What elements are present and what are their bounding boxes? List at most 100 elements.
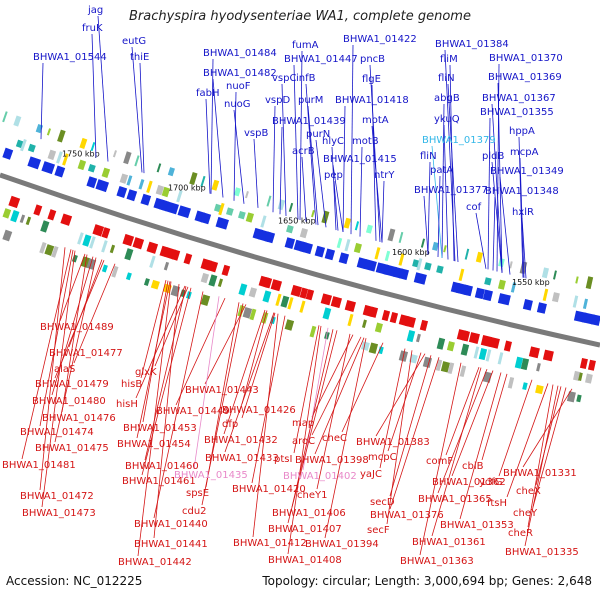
feature-block <box>343 217 352 229</box>
forward-gene-label: motB <box>352 136 379 147</box>
reverse-gene-label: cheX <box>516 486 541 497</box>
reverse-connector <box>535 386 562 486</box>
feature-block <box>39 241 47 254</box>
feature-block <box>280 295 290 308</box>
feature-block <box>510 282 517 293</box>
feature-block <box>522 382 528 390</box>
feature-block <box>41 161 56 175</box>
feature-block <box>86 176 98 189</box>
forward-connector <box>475 212 487 269</box>
feature-block <box>509 261 513 269</box>
forward-connector <box>131 46 143 173</box>
feature-block <box>126 175 133 186</box>
feature-block <box>572 295 579 308</box>
forward-connector <box>293 64 299 220</box>
reverse-connector <box>527 384 554 528</box>
reverse-connector <box>524 385 559 547</box>
reverse-gene-label: cbiB <box>462 461 484 472</box>
feature-block <box>13 115 22 127</box>
feature-block <box>578 372 583 381</box>
feature-block <box>582 298 589 310</box>
genome-summary: Topology: circular; Length: 3,000,694 bp… <box>262 574 592 588</box>
feature-block <box>406 329 416 343</box>
feature-block <box>347 313 354 327</box>
feature-block <box>585 276 594 290</box>
reverse-connector <box>193 296 220 470</box>
feature-block <box>2 111 8 123</box>
feature-block <box>238 210 246 220</box>
feature-block <box>299 300 306 313</box>
feature-block <box>324 248 336 261</box>
reverse-connector <box>205 302 240 488</box>
forward-gene-label: BHWA1_01370 <box>489 53 563 64</box>
feature-block <box>344 239 351 252</box>
reverse-gene-label: BHWA1_01460 <box>125 461 199 472</box>
reverse-connector <box>223 309 266 435</box>
forward-connector <box>97 15 109 162</box>
forward-gene-label: BHWA1_01422 <box>343 34 417 45</box>
forward-gene-label: flgE <box>362 74 381 85</box>
reverse-gene-label: BHWA1_01481 <box>2 460 76 471</box>
reverse-connector <box>153 284 180 539</box>
forward-gene-label: vspC <box>272 73 296 84</box>
feature-block <box>416 258 423 271</box>
reverse-connector <box>41 250 76 508</box>
reverse-connector <box>21 249 72 460</box>
forward-connector <box>40 62 44 140</box>
feature-block <box>473 346 480 359</box>
feature-block <box>575 276 579 284</box>
kbp-tick-label: 1650 kbp <box>278 217 316 226</box>
label-connectors <box>21 15 573 557</box>
forward-gene-label: mcpA <box>510 147 539 158</box>
reverse-gene-label: BHWA1_01432 <box>204 435 278 446</box>
feature-block <box>260 215 267 228</box>
feature-block <box>146 180 153 193</box>
reverse-gene-label: cdu2 <box>182 506 207 517</box>
feature-block <box>432 241 439 251</box>
reverse-gene-label: BHWA1_01442 <box>118 557 192 568</box>
reverse-connector <box>386 350 413 525</box>
feature-block <box>8 195 21 209</box>
forward-gene-label: purM <box>298 95 323 106</box>
feature-block <box>57 129 66 143</box>
feature-block <box>140 193 152 206</box>
kbp-tick-label: 1700 kbp <box>168 184 206 193</box>
feature-block <box>320 293 333 306</box>
feature-block <box>123 151 132 165</box>
feature-block <box>95 179 110 193</box>
forward-connector <box>371 84 377 241</box>
reverse-gene-label: BHWA1_01461 <box>122 476 196 487</box>
forward-gene-label: jag <box>87 5 103 16</box>
reverse-gene-label: BHWA1_01331 <box>503 468 577 479</box>
feature-block <box>263 277 273 289</box>
reverse-connector <box>39 249 74 427</box>
reverse-gene-label: mcpC <box>368 452 397 463</box>
reverse-connector <box>522 388 573 468</box>
reverse-gene-label: cheR <box>508 528 533 539</box>
feature-block <box>146 241 159 254</box>
forward-connector <box>443 124 449 260</box>
feature-block <box>459 365 467 378</box>
reverse-gene-label: BHWA1_01408 <box>268 555 342 566</box>
feature-block <box>552 292 560 303</box>
feature-block <box>566 391 576 403</box>
forward-connector <box>423 195 429 255</box>
feature-block <box>101 167 111 179</box>
forward-gene-label: hxlR <box>512 207 534 218</box>
feature-block <box>503 340 512 352</box>
reverse-gene-label: BHWA1_01406 <box>272 508 346 519</box>
forward-gene-label: BHWA1_01367 <box>482 93 556 104</box>
feature-block <box>398 253 405 266</box>
feature-block <box>237 305 245 317</box>
feature-block <box>286 224 294 234</box>
feature-block <box>585 373 593 384</box>
reverse-gene-label: BHWA1_01365 <box>418 494 492 505</box>
feature-block <box>528 346 540 359</box>
feature-block <box>497 279 506 290</box>
feature-block <box>365 224 373 234</box>
forward-gene-label: pldB <box>482 151 504 162</box>
feature-block <box>436 265 444 274</box>
map-title: Brachyspira hyodysenteriae WA1, complete… <box>129 9 471 24</box>
reverse-connector <box>140 279 167 379</box>
feature-block <box>2 229 13 242</box>
